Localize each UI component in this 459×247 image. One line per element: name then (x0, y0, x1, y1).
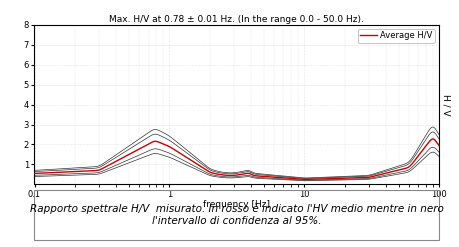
Average H/V (173, 149, 179, 152)
Average H/V (429, 138, 435, 141)
Text: Rapporto spettrale H/V  misurato. In rosso è indicato l'HV medio mentre in nero
: Rapporto spettrale H/V misurato. In ross… (30, 204, 443, 226)
Title: Max. H/V at 0.78 ± 0.01 Hz. (In the range 0.0 - 50.0 Hz).: Max. H/V at 0.78 ± 0.01 Hz. (In the rang… (109, 15, 364, 24)
Average H/V (369, 175, 375, 178)
Line: Average H/V: Average H/V (34, 139, 441, 179)
Average H/V (373, 174, 379, 177)
Average H/V (153, 140, 159, 143)
Average H/V (155, 141, 161, 144)
Average H/V (32, 172, 37, 175)
Y-axis label: H / V: H / V (441, 94, 449, 115)
Average H/V (403, 167, 408, 170)
Average H/V (438, 148, 444, 151)
Legend: Average H/V: Average H/V (357, 29, 434, 43)
Average H/V (302, 178, 308, 181)
X-axis label: frequency [Hz]: frequency [Hz] (203, 200, 270, 209)
